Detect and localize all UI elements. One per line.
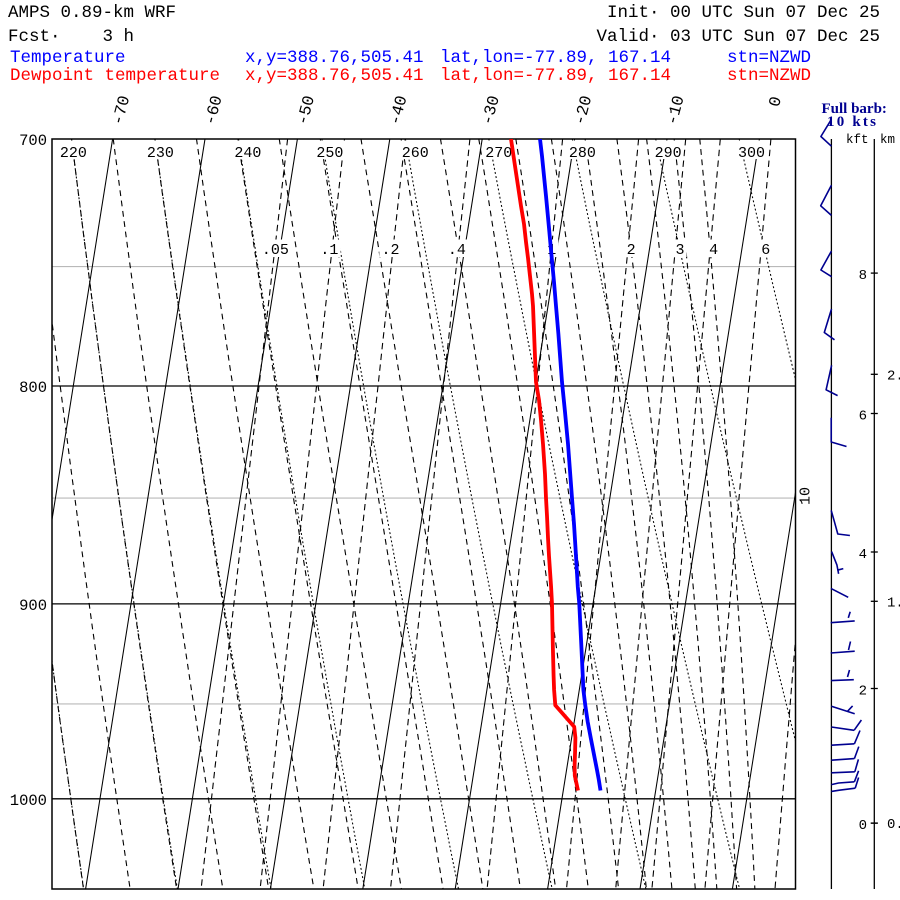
- svg-text:240: 240: [234, 145, 261, 162]
- svg-text:6: 6: [761, 242, 770, 259]
- svg-text:230: 230: [147, 145, 174, 162]
- svg-text:4: 4: [709, 242, 718, 259]
- svg-text:300: 300: [738, 145, 765, 162]
- svg-text:260: 260: [402, 145, 429, 162]
- svg-text:0.: 0.: [887, 817, 900, 833]
- svg-text:2.: 2.: [887, 368, 900, 384]
- svg-text:700: 700: [19, 132, 47, 150]
- svg-text:800: 800: [19, 379, 47, 397]
- svg-text:8: 8: [859, 268, 867, 284]
- svg-text:290: 290: [655, 145, 682, 162]
- svg-text:0: 0: [859, 818, 867, 834]
- svg-text:.4: .4: [448, 242, 466, 259]
- svg-text:4: 4: [859, 547, 867, 563]
- svg-text:250: 250: [316, 145, 343, 162]
- svg-text:2: 2: [859, 684, 867, 700]
- svg-text:.05: .05: [262, 242, 289, 259]
- svg-text:3: 3: [675, 242, 684, 259]
- svg-text:1000: 1000: [10, 792, 47, 810]
- svg-text:10 kts: 10 kts: [827, 114, 878, 130]
- svg-text:10: 10: [798, 487, 815, 505]
- svg-text:6: 6: [859, 409, 867, 425]
- svg-text:900: 900: [19, 597, 47, 615]
- svg-text:220: 220: [60, 145, 87, 162]
- svg-text:Full barb:: Full barb:: [822, 101, 887, 117]
- svg-text:km: km: [880, 133, 895, 147]
- svg-text:1.: 1.: [887, 595, 900, 611]
- svg-text:.1: .1: [320, 242, 338, 259]
- svg-text:2: 2: [627, 242, 636, 259]
- svg-text:.2: .2: [381, 242, 399, 259]
- svg-text:270: 270: [485, 145, 512, 162]
- svg-text:kft: kft: [846, 133, 869, 147]
- svg-text:280: 280: [569, 145, 596, 162]
- svg-text:0: 0: [765, 94, 786, 108]
